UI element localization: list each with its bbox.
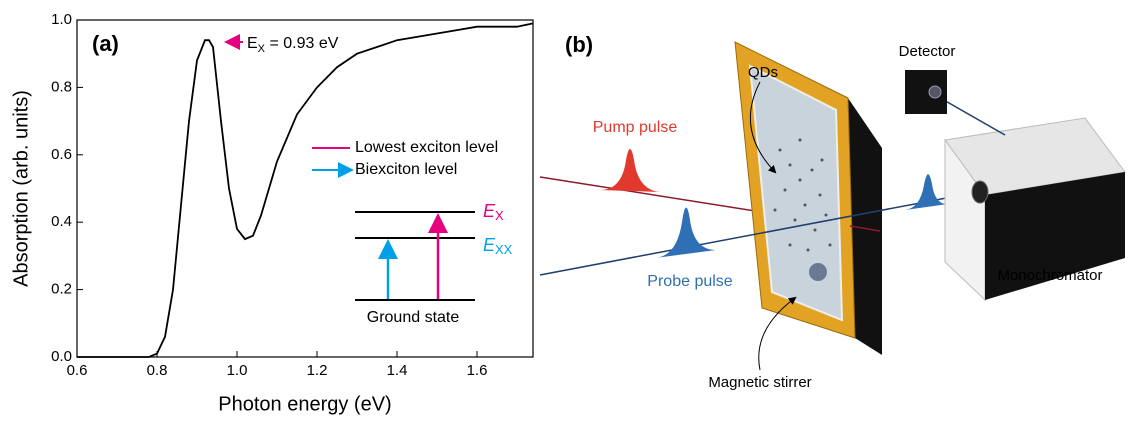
pump-pulse	[600, 149, 660, 192]
ground-label: Ground state	[367, 309, 460, 326]
y-tick-label: 0.2	[51, 281, 72, 298]
x-tick-label: 0.8	[147, 362, 168, 379]
mono-side	[985, 172, 1125, 300]
detector-label: Detector	[899, 43, 956, 60]
qd-dots	[773, 138, 832, 252]
x-tick-label: 1.0	[227, 362, 248, 379]
diagram-b: (b) QDs Pump pulse Probe pulse	[539, 32, 1126, 391]
y-tick-label: 0.4	[51, 213, 72, 230]
panel-label: (b)	[565, 32, 593, 57]
y-tick-label: 1.0	[51, 11, 72, 28]
biexciton-label: EXX	[483, 235, 513, 258]
legend-label: Biexciton level	[355, 161, 457, 178]
peak-text: = 0.93 eV	[265, 35, 339, 52]
probe-pulse-out	[905, 174, 948, 210]
plot-frame	[76, 19, 534, 358]
mono-label: Monochromator	[997, 267, 1102, 284]
stirrer-label: Magnetic stirrer	[708, 374, 811, 391]
biexciton-symbol: E	[483, 235, 496, 255]
peak-subscript: X	[258, 43, 266, 55]
stirrer-bar	[809, 263, 827, 281]
y-tick-label: 0.8	[51, 78, 72, 95]
data-line	[77, 22, 534, 358]
panel-label: (a)	[92, 31, 119, 56]
biexciton-subscript: XX	[495, 242, 513, 257]
exciton-subscript: X	[495, 208, 504, 223]
stirrer-arrow	[758, 296, 797, 371]
x-tick-label: 0.6	[67, 362, 88, 379]
pump-beam-exit	[849, 225, 881, 232]
peak-label: EX = 0.93 eV	[247, 35, 339, 55]
mono-port	[971, 180, 989, 204]
exciton-label: EX	[483, 201, 504, 224]
qds-label: QDs	[748, 64, 778, 81]
x-tick-label: 1.2	[307, 362, 328, 379]
cuvette-window	[748, 64, 844, 322]
y-axis-label: Absorption (arb. units)	[10, 90, 32, 287]
x-tick-label: 1.6	[467, 362, 488, 379]
y-tick-label: 0.0	[51, 348, 72, 365]
qds-arrow	[749, 81, 777, 174]
probe-label: Probe pulse	[647, 273, 732, 290]
exciton-symbol: E	[483, 201, 496, 221]
detector-lens	[928, 85, 942, 99]
legend-label: Lowest exciton level	[355, 139, 498, 156]
chart-a: 0.6 0.8 1.0 1.2 1.4 1.6 0.0 0.2 0.4 0.6 0.8 1.0 Phot…	[10, 11, 534, 415]
y-tick-label: 0.6	[51, 146, 72, 163]
x-axis-label: Photon energy (eV)	[218, 393, 391, 415]
cuvette-side	[848, 98, 882, 355]
probe-beam	[539, 191, 979, 276]
peak-symbol: E	[247, 35, 258, 52]
probe-pulse	[655, 207, 716, 258]
pump-label: Pump pulse	[593, 119, 678, 136]
x-tick-label: 1.4	[387, 362, 408, 379]
